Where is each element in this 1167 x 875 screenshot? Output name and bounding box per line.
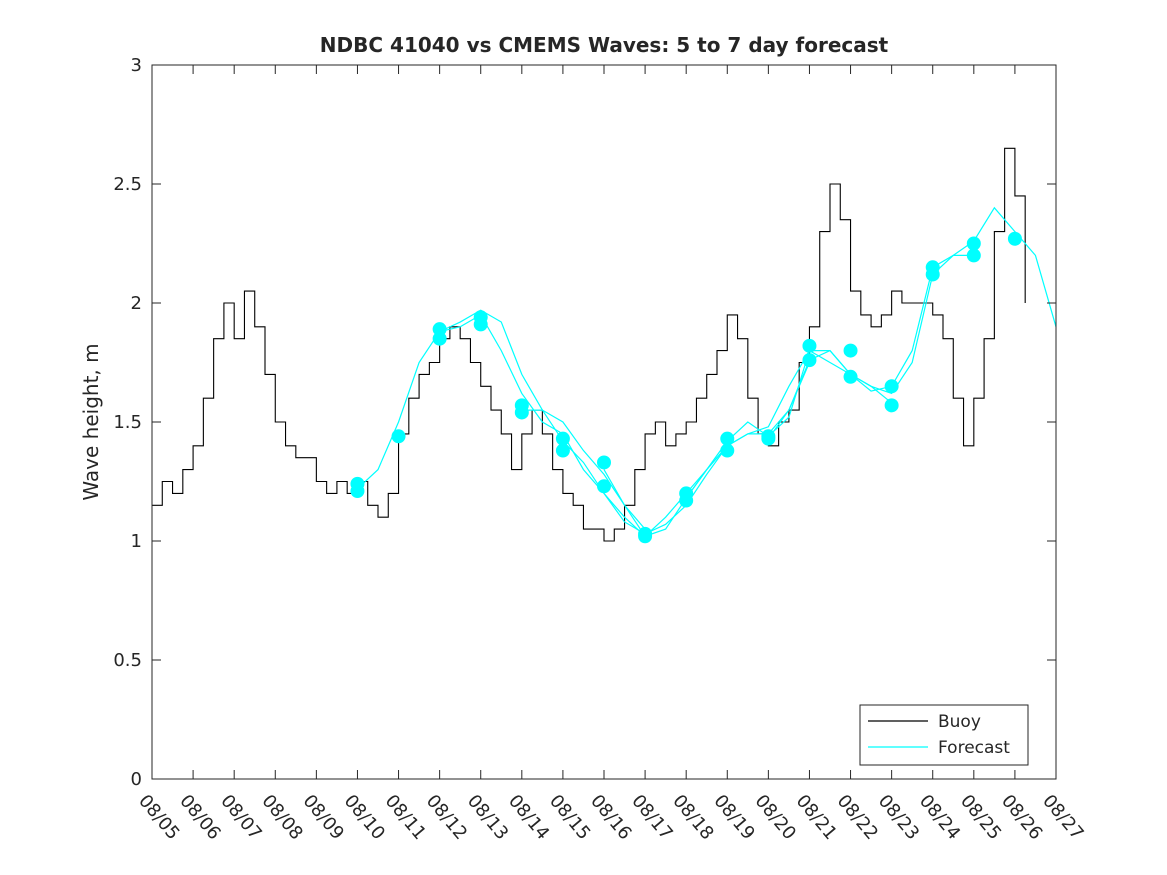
forecast-marker: [925, 267, 940, 282]
forecast-marker: [884, 398, 899, 413]
forecast-run-line-3: [521, 362, 811, 538]
forecast-marker: [514, 405, 529, 420]
forecast-marker: [350, 484, 365, 499]
forecast-marker: [843, 343, 858, 358]
forecast-marker: [597, 455, 611, 470]
forecast-marker: [432, 331, 447, 346]
chart-title: NDBC 41040 vs CMEMS Waves: 5 to 7 day fo…: [320, 33, 889, 57]
legend: Buoy Forecast: [859, 704, 1029, 766]
forecast-run-line-2: [439, 314, 728, 535]
y-tick-label: 0.5: [113, 650, 142, 671]
forecast-marker: [720, 431, 735, 446]
y-tick-label: 0: [131, 769, 142, 790]
y-tick-label: 3: [131, 55, 142, 76]
y-tick-label: 1.5: [113, 412, 142, 433]
forecast-marker: [761, 431, 776, 446]
forecast-marker: [966, 236, 981, 251]
forecast-marker: [1007, 231, 1022, 246]
forecast-run-line-6: [767, 206, 1057, 440]
y-axis-label: Wave height, m: [79, 343, 103, 500]
forecast-marker: [638, 529, 653, 544]
legend-label-buoy: Buoy: [938, 712, 981, 732]
legend-box: [859, 704, 1029, 766]
forecast-marker: [720, 443, 735, 458]
forecast-marker: [843, 369, 858, 384]
y-tick-label: 1: [131, 531, 142, 552]
y-tick-label: 2.5: [113, 174, 142, 195]
forecast-marker: [802, 353, 817, 368]
forecast-run-line-1: [357, 309, 646, 530]
buoy-series-line: [152, 147, 1026, 542]
forecast-marker: [966, 248, 981, 263]
forecast-marker: [555, 431, 570, 446]
forecast-marker: [555, 443, 570, 458]
y-tick-label: 2: [131, 293, 142, 314]
data-layer: [152, 147, 1057, 544]
forecast-marker: [391, 429, 406, 444]
legend-label-forecast: Forecast: [938, 738, 1010, 758]
forecast-marker: [802, 338, 817, 353]
forecast-marker: [473, 317, 488, 332]
forecast-marker: [884, 379, 899, 394]
forecast-marker: [679, 493, 694, 508]
plot-area: [152, 65, 1056, 779]
forecast-marker: [597, 479, 611, 494]
